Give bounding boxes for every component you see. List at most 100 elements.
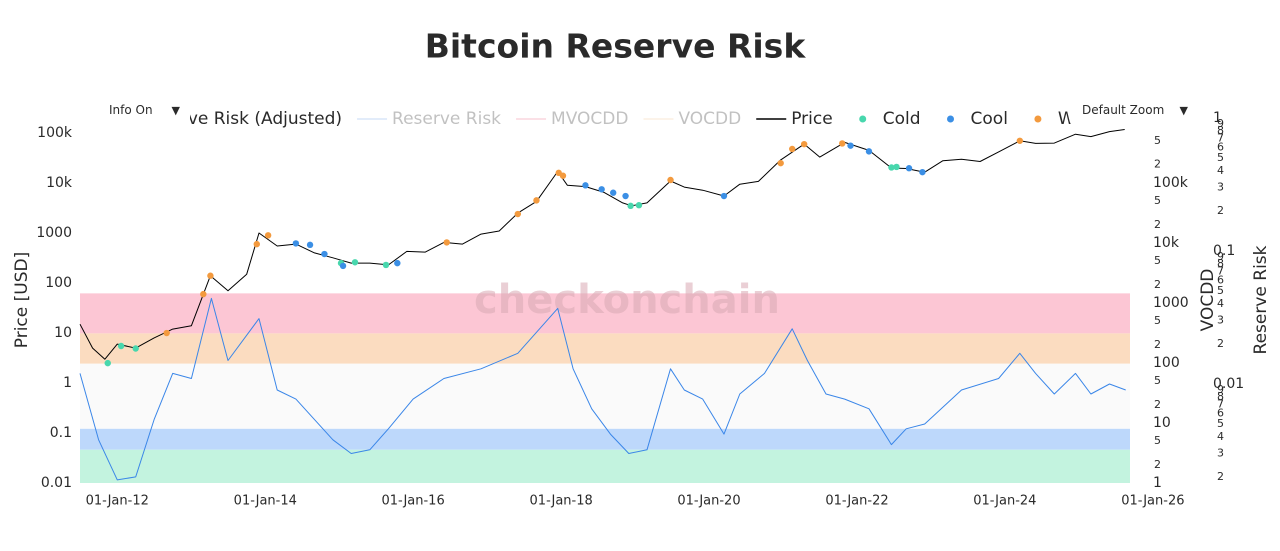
y-axis-title: Price [USD] <box>12 252 32 348</box>
series-marker <box>253 240 260 248</box>
y-tick-label: 0.01 <box>41 475 72 491</box>
series-marker <box>627 202 634 210</box>
y3-tick-label: 6 <box>1217 273 1224 286</box>
y-tick-label: 100k <box>37 125 73 141</box>
y3-tick-label: 3 <box>1217 446 1224 459</box>
series-marker <box>582 182 589 189</box>
legend-swatch <box>1034 115 1042 123</box>
y2-tick-label: 5 <box>1154 434 1161 447</box>
series-marker <box>893 163 900 171</box>
legend-label: VOCDD <box>678 109 741 129</box>
y2-tick-label: 5 <box>1154 374 1161 387</box>
x-tick-label: 01-Jan-26 <box>1121 494 1184 509</box>
series-marker <box>163 329 170 337</box>
series-marker <box>919 168 926 176</box>
y3-tick-label: 4 <box>1217 297 1224 310</box>
series-marker <box>382 261 390 269</box>
y-tick-label: 10 <box>54 325 72 341</box>
y3-tick-label: 9 <box>1217 250 1224 263</box>
y2-tick-label: 2 <box>1154 398 1161 411</box>
series-marker <box>622 192 629 200</box>
y3-tick-label: 0.1 <box>1213 243 1235 259</box>
zoom-dropdown-label: Default Zoom <box>1082 103 1165 117</box>
series-marker <box>598 186 605 193</box>
legend: Reserve Risk (Adjusted) Reserve Risk MVOCD… <box>105 109 1107 129</box>
y3-tick-label: 6 <box>1217 406 1224 419</box>
legend-label: Cool <box>971 109 1008 129</box>
series-marker <box>443 239 450 246</box>
series-marker <box>667 176 674 184</box>
y2-tick-label: 2 <box>1154 278 1161 291</box>
legend-label: Reserve Risk (Adjusted) <box>140 109 342 129</box>
zoom-dropdown[interactable]: Default Zoom ▼ <box>1070 95 1198 125</box>
watermark: checkonchain <box>474 277 780 323</box>
y2-tick-label: 1 <box>1153 475 1162 491</box>
y2-tick-label: 5 <box>1154 194 1161 207</box>
series-line <box>79 297 1126 481</box>
legend-item[interactable]: Cool <box>947 109 1008 129</box>
legend-item[interactable]: Cold <box>859 109 921 129</box>
y3-tick-label: 8 <box>1217 124 1224 137</box>
y3-tick-label: 3 <box>1217 181 1224 194</box>
legend-item[interactable]: VOCDD <box>643 109 741 129</box>
series-marker <box>635 202 643 209</box>
y3-tick-label: 0.01 <box>1213 376 1244 392</box>
legend-item[interactable]: Price <box>756 109 833 129</box>
legend-item[interactable]: Reserve Risk <box>357 109 501 129</box>
y3-tick-label: 7 <box>1217 132 1224 145</box>
x-tick-label: 01-Jan-12 <box>86 494 149 509</box>
series-marker <box>351 259 359 266</box>
legend-label: MVOCDD <box>551 109 628 129</box>
y3-tick-label: 6 <box>1217 141 1224 154</box>
dropdown-arrow: ▼ <box>171 103 180 117</box>
legend-item[interactable]: MVOCDD <box>516 109 628 129</box>
y3-tick-label: 8 <box>1217 257 1224 270</box>
y2-tick-label: 10k <box>1153 235 1180 251</box>
info-dropdown-label: Info On <box>109 103 153 117</box>
y2-tick-label: 2 <box>1154 338 1161 351</box>
x-tick-label: 01-Jan-24 <box>973 494 1036 509</box>
y3-tick-label: 1 <box>1213 110 1222 126</box>
y2-tick-label: 2 <box>1154 158 1161 171</box>
series-marker <box>132 345 139 352</box>
series-marker <box>865 148 873 155</box>
series-marker <box>905 165 913 172</box>
y3-tick-label: 9 <box>1217 383 1224 396</box>
series-marker <box>800 140 808 148</box>
info-dropdown[interactable]: Info On ▼ <box>97 95 190 125</box>
series-marker <box>559 172 567 179</box>
risk-band <box>80 333 1130 364</box>
risk-band <box>80 428 1130 450</box>
y3-tick-label: 4 <box>1217 430 1224 443</box>
legend-swatch <box>947 115 955 123</box>
legend-label: Reserve Risk <box>392 109 501 129</box>
y3-tick-label: 4 <box>1217 164 1224 177</box>
series-marker <box>839 140 846 147</box>
series-marker <box>104 359 111 367</box>
legend-swatch <box>859 115 867 123</box>
series-marker <box>847 142 854 149</box>
y2-tick-label: 1000 <box>1153 295 1189 311</box>
x-tick-label: 01-Jan-20 <box>677 494 740 509</box>
y3-tick-label: 2 <box>1217 204 1224 217</box>
y3-tick-label: 3 <box>1217 314 1224 327</box>
series-marker <box>200 290 207 298</box>
series-marker <box>514 210 522 218</box>
series-marker <box>789 145 796 153</box>
risk-band <box>80 363 1130 429</box>
series-marker <box>207 272 214 279</box>
series-marker <box>720 192 728 200</box>
x-tick-label: 01-Jan-16 <box>382 494 445 509</box>
y3-tick-label: 5 <box>1217 151 1224 164</box>
dropdown-arrow: ▼ <box>1179 103 1188 117</box>
y3-axis-title: Reserve Risk <box>1251 245 1271 354</box>
y2-tick-label: 5 <box>1154 314 1161 327</box>
y-tick-label: 1 <box>63 375 72 391</box>
x-tick-label: 01-Jan-22 <box>825 494 888 509</box>
y2-tick-label: 2 <box>1154 218 1161 231</box>
risk-band <box>80 449 1130 483</box>
y-tick-label: 0.1 <box>50 425 72 441</box>
y3-tick-label: 7 <box>1217 265 1224 278</box>
series-marker <box>321 250 328 258</box>
